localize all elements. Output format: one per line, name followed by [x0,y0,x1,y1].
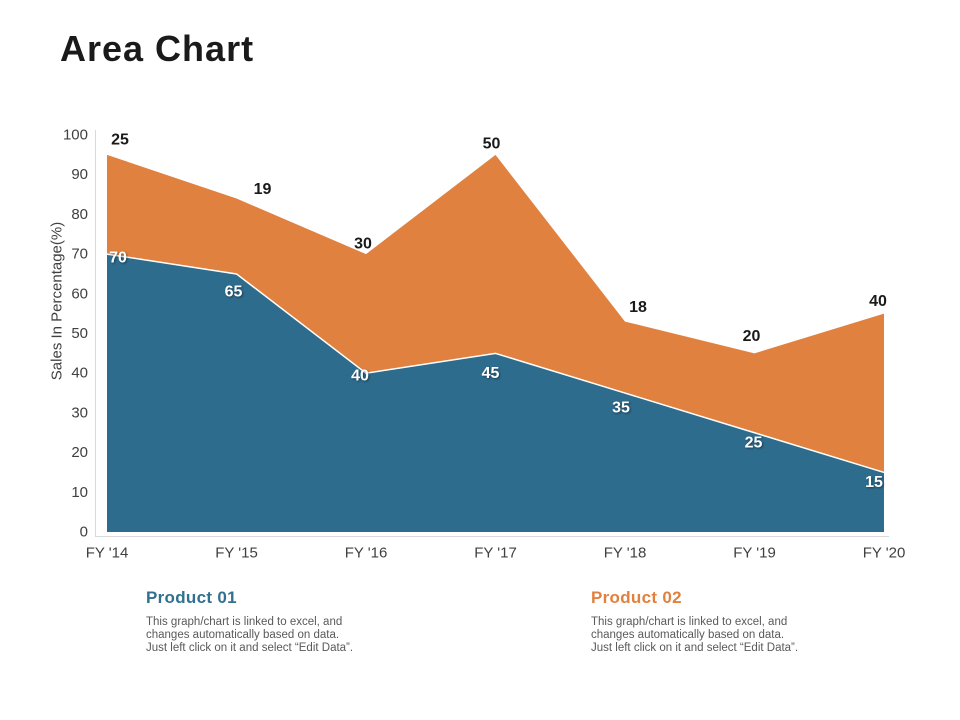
data-label-product-01: 40 [351,368,369,385]
y-tick-label: 0 [80,524,88,541]
data-label-product-02: 25 [111,131,129,148]
data-label-product-02: 19 [254,181,272,198]
y-tick-label: 80 [71,206,88,223]
y-tick-label: 20 [71,444,88,461]
area-product-02 [107,154,884,473]
data-label-product-02: 20 [743,328,761,345]
data-label-product-02: 50 [483,135,501,152]
data-label-product-01: 70 [109,250,127,267]
x-category-label: FY '19 [733,545,776,562]
x-category-label: FY '16 [345,545,388,562]
data-label-product-01: 25 [745,434,763,451]
x-category-label: FY '17 [474,545,517,562]
legend-item-product-02: Product 02 This graph/chart is linked to… [591,588,851,656]
y-tick-label: 100 [63,127,88,144]
data-label-product-02: 30 [354,236,372,253]
legend-description-product-01: This graph/chart is linked to excel, and… [146,616,354,655]
y-tick-label: 10 [71,484,88,501]
data-label-product-01: 35 [612,400,630,417]
y-tick-label: 40 [71,365,88,382]
y-axis-title: Sales In Percentage(%) [49,222,66,380]
x-category-label: FY '15 [215,545,258,562]
legend-title-product-02: Product 02 [591,588,682,607]
y-tick-label: 90 [71,166,88,183]
y-tick-label: 70 [71,246,88,263]
legend-item-product-01: Product 01 This graph/chart is linked to… [146,588,406,656]
x-category-label: FY '18 [604,545,647,562]
series-boundary-line [106,253,885,474]
y-tick-label: 60 [71,285,88,302]
data-label-product-01: 15 [865,474,883,491]
data-label-product-01: 45 [482,365,500,382]
page-title: Area Chart [60,28,255,69]
legend-description-product-02: This graph/chart is linked to excel, and… [591,616,799,655]
data-label-product-02: 40 [869,293,887,310]
legend-title-product-01: Product 01 [146,588,237,607]
y-tick-label: 30 [71,404,88,421]
data-label-product-01: 65 [225,283,243,300]
x-category-label: FY '20 [863,545,906,562]
data-label-product-02: 18 [629,299,647,316]
y-tick-label: 50 [71,325,88,342]
x-category-label: FY '14 [86,545,129,562]
